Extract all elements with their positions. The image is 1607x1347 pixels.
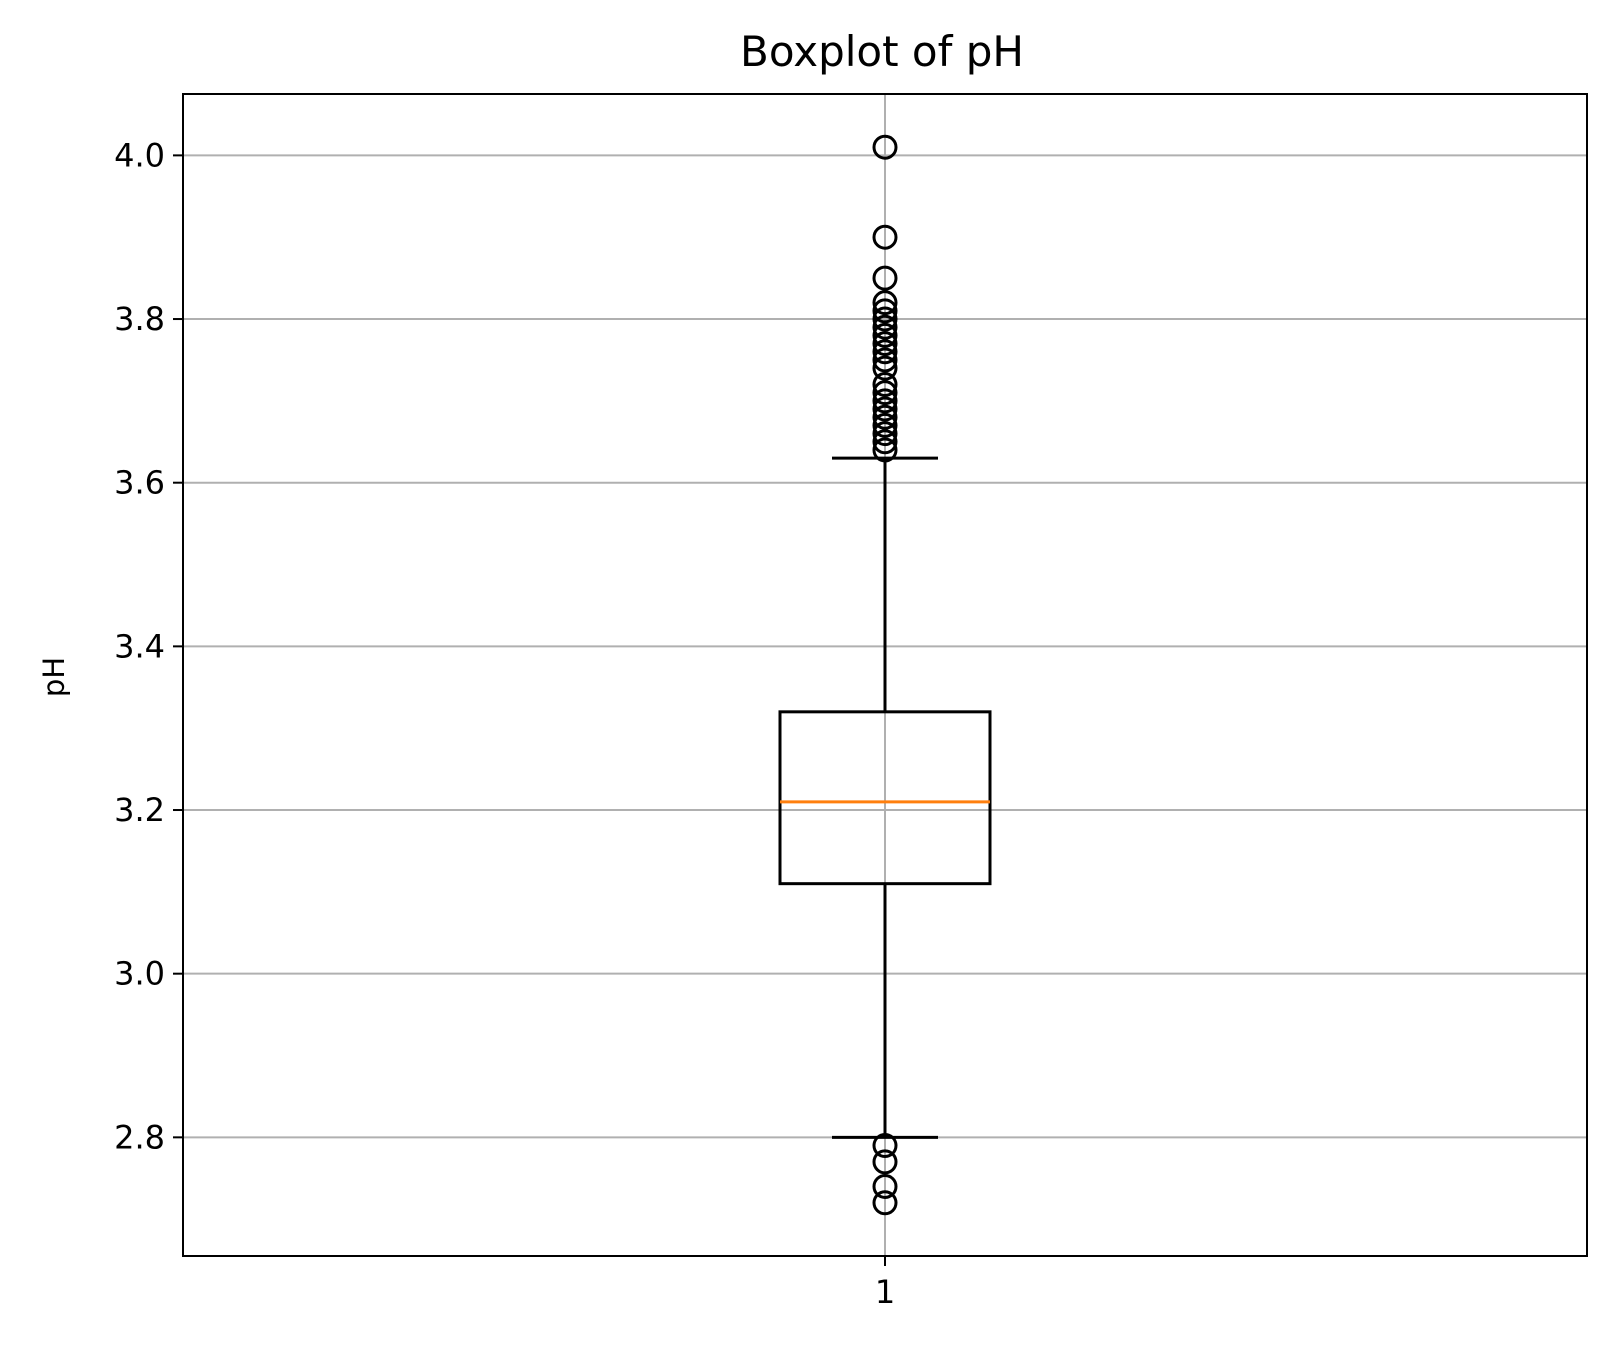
outlier-point (872, 404, 898, 430)
iqr-box (778, 710, 992, 886)
outlier-point (872, 429, 898, 455)
outlier-point (872, 372, 898, 397)
outlier-point (872, 355, 898, 381)
chart-title: Boxplot of pH (740, 27, 1024, 76)
box-layer (778, 134, 992, 1216)
outlier-point (872, 437, 898, 463)
outlier-point (872, 306, 898, 332)
outlier-point (872, 322, 898, 348)
outlier-point (872, 1133, 898, 1159)
y-tick-label: 3.4 (114, 627, 165, 665)
y-tick-label: 3.8 (114, 300, 165, 338)
outlier-point (872, 265, 898, 291)
outlier-point (872, 1190, 898, 1216)
outlier-point (872, 331, 898, 357)
outlier-point (872, 388, 898, 414)
y-tick-label: 3.0 (114, 955, 165, 993)
outlier-point (872, 134, 898, 160)
axis-layer: 2.8 3.0 3.2 3.4 3.6 3.8 4.0 1 (114, 136, 895, 1311)
x-tick-label: 1 (875, 1273, 895, 1311)
outlier-point (872, 339, 898, 365)
y-axis-label: pH (37, 657, 71, 697)
outlier-point (872, 347, 898, 373)
outlier-point (872, 290, 898, 316)
outlier-point (872, 224, 898, 250)
outlier-point (872, 380, 898, 406)
y-tick-label: 3.2 (114, 791, 165, 829)
y-tick-label: 4.0 (114, 136, 165, 174)
outlier-point (872, 314, 898, 340)
y-tick-label: 3.6 (114, 464, 165, 502)
outlier-point (872, 1149, 898, 1175)
outlier-point (872, 1173, 898, 1199)
box-group (778, 134, 992, 1216)
outlier-point (872, 396, 898, 422)
outlier-point (872, 412, 898, 438)
outlier-point (872, 421, 898, 447)
outlier-point (872, 298, 898, 324)
y-tick-label: 2.8 (114, 1118, 165, 1156)
